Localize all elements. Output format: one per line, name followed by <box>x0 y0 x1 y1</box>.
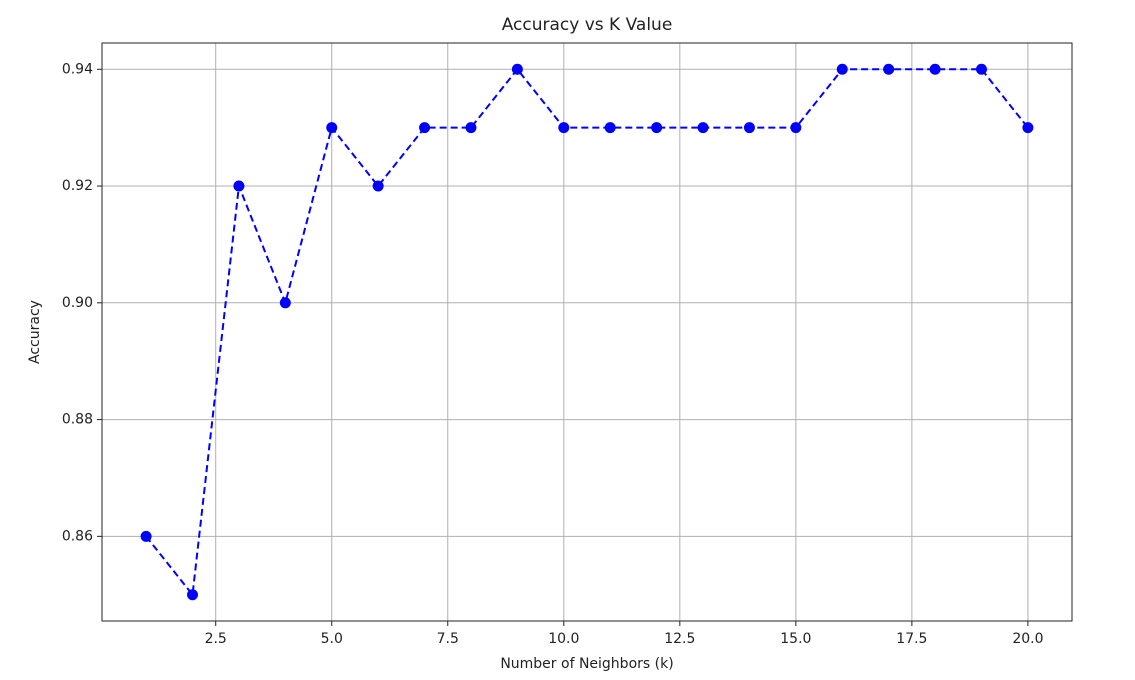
x-tick-label: 2.5 <box>205 631 227 647</box>
chart-title: Accuracy vs K Value <box>502 15 673 35</box>
data-point <box>187 589 199 601</box>
data-point <box>233 180 245 192</box>
data-point <box>419 122 431 134</box>
data-point <box>465 122 477 134</box>
data-point <box>326 122 338 134</box>
data-point <box>604 122 616 134</box>
x-tick-label: 10.0 <box>548 631 579 647</box>
x-tick-label: 7.5 <box>437 631 459 647</box>
y-axis-label: Accuracy <box>27 300 43 364</box>
data-point <box>558 122 570 134</box>
data-point <box>372 180 384 192</box>
data-point <box>279 297 291 309</box>
x-tick-label: 5.0 <box>321 631 343 647</box>
plot-frame <box>101 42 1073 622</box>
x-tick-label: 15.0 <box>780 631 811 647</box>
data-point <box>1022 122 1034 134</box>
data-point <box>697 122 709 134</box>
data-point <box>790 122 802 134</box>
x-tick-label: 17.5 <box>896 631 927 647</box>
x-tick-label: 20.0 <box>1012 631 1043 647</box>
data-point <box>975 63 987 75</box>
x-axis-label: Number of Neighbors (k) <box>500 656 673 672</box>
y-tick-label: 0.88 <box>62 412 93 428</box>
y-tick-label: 0.92 <box>62 178 93 194</box>
data-point <box>743 122 755 134</box>
data-point <box>883 63 895 75</box>
x-tick-label: 12.5 <box>664 631 695 647</box>
data-point <box>140 530 152 542</box>
data-line <box>145 67 1029 598</box>
data-point <box>651 122 663 134</box>
y-tick-label: 0.94 <box>62 61 93 77</box>
y-tick-label: 0.86 <box>62 528 93 544</box>
y-tick-label: 0.90 <box>62 295 93 311</box>
data-point <box>511 63 523 75</box>
data-point <box>836 63 848 75</box>
data-point <box>929 63 941 75</box>
